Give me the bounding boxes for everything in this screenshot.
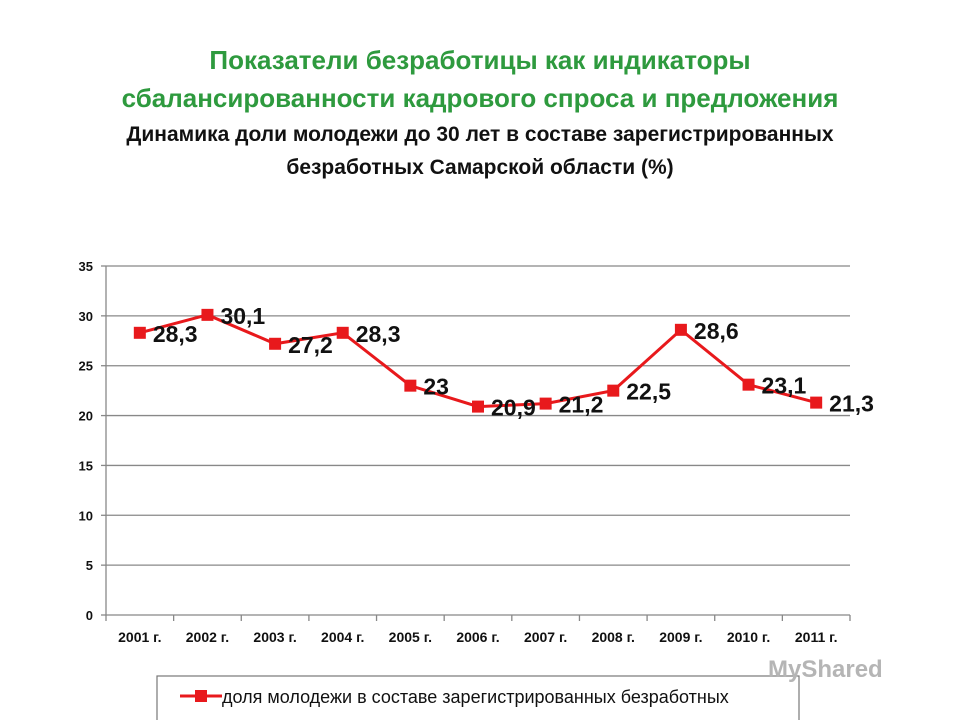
watermark-text: MyShared	[768, 656, 883, 683]
x-tick-label: 2003 г.	[253, 629, 296, 645]
data-point	[674, 323, 687, 336]
y-tick-label: 25	[79, 359, 93, 374]
y-tick-label: 20	[79, 409, 93, 424]
chart-title-line2: сбалансированности кадрового спроса и пр…	[121, 83, 839, 113]
data-label: 28,3	[356, 321, 401, 347]
chart-subtitle-line1: Динамика доли молодежи до 30 лет в соста…	[126, 123, 834, 146]
data-label: 20,9	[491, 395, 536, 421]
legend-label: доля молодежи в составе зарегистрированн…	[222, 687, 729, 707]
y-tick-label: 10	[79, 508, 93, 523]
data-label: 30,1	[220, 303, 265, 329]
data-point	[133, 326, 146, 339]
data-label: 23	[423, 374, 449, 400]
data-label: 22,5	[626, 379, 671, 405]
data-label: 21,3	[829, 391, 874, 417]
x-tick-label: 2002 г.	[186, 629, 229, 645]
y-tick-label: 5	[86, 558, 93, 573]
x-tick-label: 2007 г.	[524, 629, 567, 645]
x-tick-label: 2001 г.	[118, 629, 161, 645]
chart-title-line1: Показатели безработицы как индикаторы	[209, 45, 751, 75]
data-label: 28,6	[694, 318, 739, 344]
x-tick-label: 2004 г.	[321, 629, 364, 645]
legend-marker	[195, 690, 207, 702]
data-point	[607, 384, 620, 397]
data-point	[472, 400, 484, 413]
x-tick-label: 2010 г.	[727, 629, 770, 645]
data-label: 23,1	[762, 373, 807, 399]
data-point	[201, 308, 214, 321]
data-point	[810, 396, 823, 409]
legend-box	[156, 675, 800, 720]
data-label: 21,2	[559, 392, 604, 418]
data-label: 27,2	[288, 332, 333, 358]
y-tick-label: 35	[79, 259, 93, 274]
x-tick-label: 2008 г.	[592, 629, 635, 645]
y-tick-label: 0	[86, 608, 93, 623]
data-point	[269, 337, 282, 350]
data-point	[336, 326, 349, 339]
y-tick-label: 15	[79, 458, 93, 473]
x-tick-label: 2011 г.	[795, 629, 838, 645]
data-point	[742, 378, 755, 391]
data-point	[404, 379, 417, 392]
x-tick-label: 2005 г.	[389, 629, 432, 645]
y-tick-label: 30	[79, 309, 93, 324]
data-point	[539, 397, 552, 410]
x-tick-label: 2006 г.	[456, 629, 499, 645]
x-tick-label: 2009 г.	[659, 629, 702, 645]
data-label: 28,3	[153, 321, 198, 347]
chart-subtitle-line2: безработных Самарской области (%)	[286, 156, 674, 179]
